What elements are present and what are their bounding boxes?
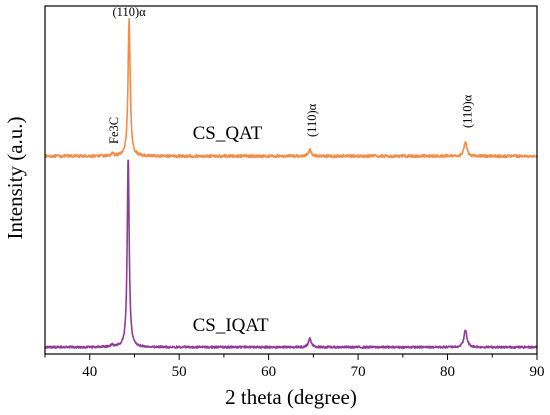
x-tick-label: 80 <box>440 364 455 380</box>
peak-annotation: Fe3C <box>107 117 121 144</box>
x-tick-label: 70 <box>351 364 366 380</box>
x-tick-label: 60 <box>261 364 276 380</box>
peak-annotation: (110)α <box>460 94 474 128</box>
axes: 40 50 60 70 80 90 <box>44 5 545 380</box>
x-tick-label: 90 <box>530 364 545 380</box>
series-line-cs-qat <box>44 17 538 159</box>
x-axis-label: 2 theta (degree) <box>225 385 357 409</box>
x-tick-label: 50 <box>172 364 187 380</box>
series-label-cs-iqat: CS_IQAT <box>193 315 269 336</box>
plot-frame <box>44 5 538 355</box>
peak-annotation: (110)α <box>113 5 147 19</box>
plot-area <box>44 17 538 349</box>
y-axis-label: Intensity (a.u.) <box>3 116 27 239</box>
series-line-cs-iqat <box>44 159 538 349</box>
chart-labels: 2 theta (degree) Intensity (a.u.) (110)α… <box>3 5 474 409</box>
series-label-cs-qat: CS_QAT <box>193 123 263 144</box>
x-tick-label: 40 <box>82 364 97 380</box>
peak-annotation: (110)α <box>305 103 319 137</box>
